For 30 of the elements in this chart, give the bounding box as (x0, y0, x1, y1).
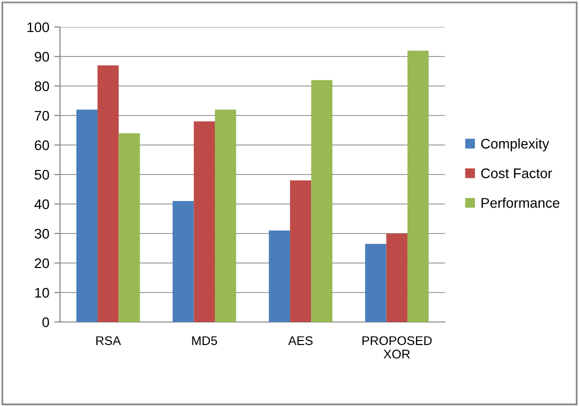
y-tick-label: 70 (34, 110, 50, 121)
y-tick-label: 50 (34, 170, 50, 180)
x-tick-label: MD5 (192, 336, 218, 346)
bar (407, 50, 429, 322)
bar (194, 121, 215, 322)
y-tick-label: 90 (34, 52, 50, 62)
y-tick-label: 0 (42, 317, 50, 328)
y-tick-label: 10 (35, 288, 50, 298)
bar (98, 65, 119, 322)
bar (118, 133, 140, 322)
x-tick-label: AES (288, 336, 313, 346)
legend-label: Performance (482, 198, 560, 208)
x-tick-label: PROPOSED XOR (362, 336, 432, 359)
bar (365, 244, 386, 322)
y-tick-label: 60 (34, 140, 50, 150)
y-tick-label: 30 (34, 228, 50, 239)
bar (172, 201, 194, 322)
bar (268, 230, 290, 322)
y-tick-label: 40 (34, 199, 50, 210)
bar (290, 180, 312, 322)
y-tick-label: 20 (34, 258, 50, 268)
y-tick-label: 80 (34, 81, 50, 92)
bar (311, 80, 332, 322)
x-tick-label: RSA (96, 336, 121, 346)
legend-label: Cost Factor (481, 168, 552, 178)
bar (76, 110, 98, 322)
bar (214, 110, 236, 322)
bar (386, 234, 408, 322)
legend-label: Complexity (481, 138, 550, 152)
y-tick-label: 100 (27, 22, 50, 32)
